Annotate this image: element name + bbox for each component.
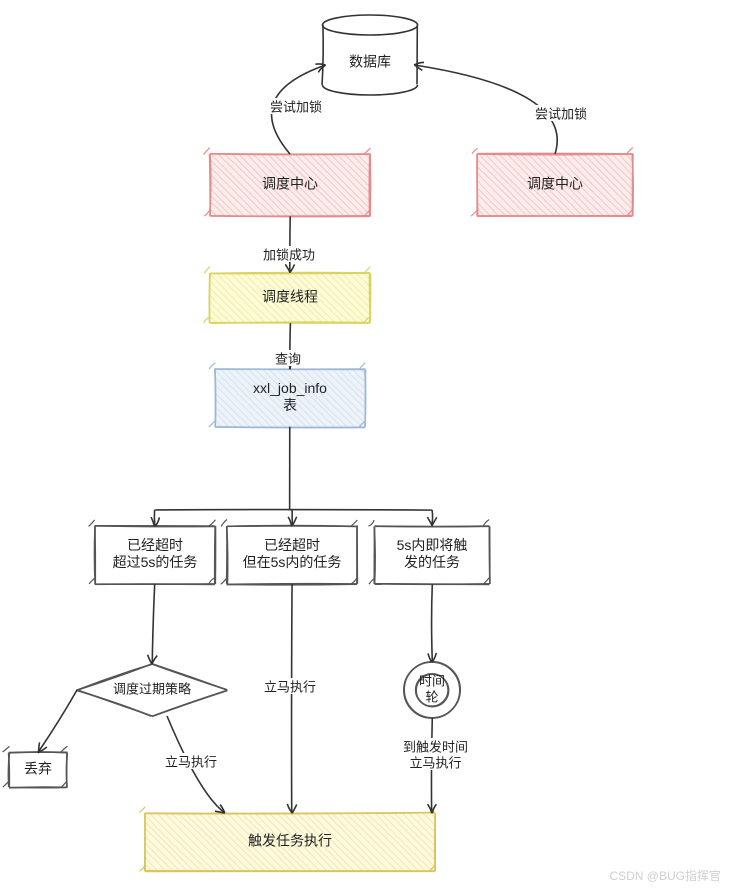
- dispatch-center-left: [210, 154, 370, 216]
- svg-text:立马执行: 立马执行: [264, 679, 316, 694]
- watermark: CSDN @BUG指挥官: [609, 867, 721, 884]
- dispatch-center-right: [477, 154, 632, 216]
- svg-text:到触发时间: 到触发时间: [403, 739, 468, 754]
- timeout-over-5s-node: [95, 526, 215, 584]
- svg-text:立马执行: 立马执行: [165, 754, 217, 769]
- timeout-within-5s-node: [227, 526, 357, 584]
- discard-node: [9, 752, 67, 787]
- svg-text:尝试加锁: 尝试加锁: [270, 99, 322, 114]
- time-wheel-node: [404, 662, 460, 718]
- svg-text:尝试加锁: 尝试加锁: [535, 106, 587, 121]
- trigger-within-5s-node: [374, 526, 489, 584]
- svg-text:立马执行: 立马执行: [409, 755, 461, 770]
- trigger-task-execution-node: [145, 813, 435, 871]
- schedule-thread-node: [210, 273, 370, 323]
- svg-text:加锁成功: 加锁成功: [263, 247, 315, 262]
- xxl-job-info-table-node: [215, 369, 365, 427]
- database-node: [322, 15, 417, 95]
- svg-text:查询: 查询: [275, 351, 301, 366]
- expire-policy-decision: [77, 664, 227, 716]
